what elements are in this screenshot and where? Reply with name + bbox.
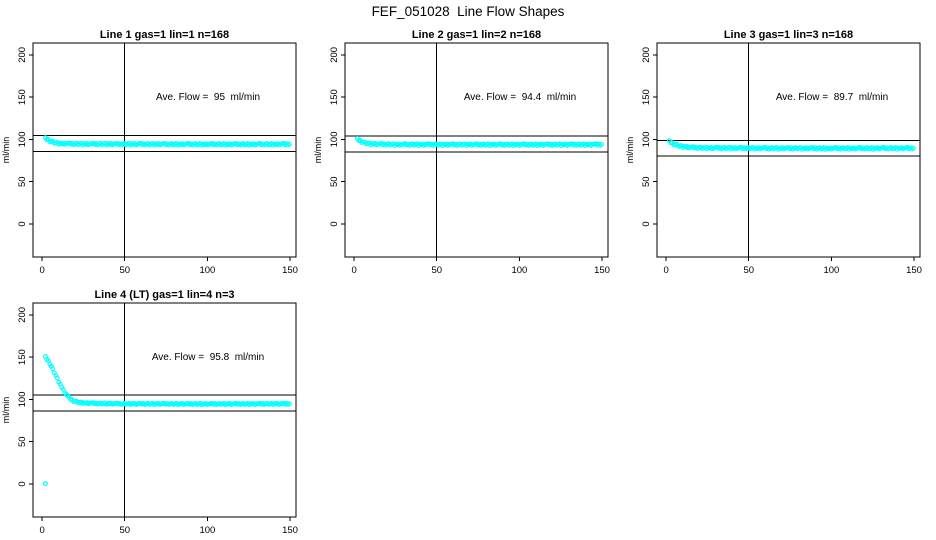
outlier-point	[42, 481, 48, 487]
y-tick-label: 100	[17, 391, 28, 407]
x-tick-label: 0	[663, 265, 668, 276]
x-tick-label: 150	[282, 265, 298, 276]
y-tick-label: 200	[641, 47, 652, 63]
x-tick-label: 100	[823, 265, 839, 276]
subplot-line-4-canvas: 0 50 100 150 0 50 100 150 200 Line 4 (LT) gas=1 l…	[1, 289, 298, 536]
subplot-title: Line 2 gas=1 lin=2 n=168	[412, 29, 541, 41]
y-tick-label: 50	[641, 176, 652, 187]
panel-border	[344, 42, 609, 258]
subplot-title: Line 4 (LT) gas=1 lin=4 n=3	[94, 289, 234, 301]
y-tick-label: 0	[17, 221, 28, 226]
x-tick-label: 150	[906, 265, 922, 276]
y-tick-label: 150	[17, 349, 28, 365]
subplot-line-3: 0 50 100 150 0 50 100 150 200 Line 3 gas=1 lin=3 …	[624, 28, 936, 280]
x-tick-label: 50	[119, 525, 130, 536]
x-tick-label: 0	[39, 265, 44, 276]
x-tick-label: 150	[594, 265, 610, 276]
y-tick-label: 100	[641, 131, 652, 147]
y-axis-label: ml/min	[1, 137, 11, 164]
subplot-title: Line 3 gas=1 lin=3 n=168	[724, 29, 853, 41]
data-points	[42, 353, 292, 487]
x-tick-label: 50	[743, 265, 754, 276]
y-tick-label: 0	[641, 221, 652, 226]
y-tick-label: 50	[329, 176, 340, 187]
ave-flow-annotation: Ave. Flow = 95.8 ml/min	[152, 352, 264, 363]
y-tick-label: 200	[329, 47, 340, 63]
y-tick-label: 0	[17, 481, 28, 486]
subplot-line-2: 0 50 100 150 0 50 100 150 200 Line 2 gas=1 lin=2 …	[312, 28, 624, 280]
x-tick-label: 50	[119, 265, 130, 276]
x-tick-label: 0	[39, 525, 44, 536]
y-tick-label: 150	[329, 89, 340, 105]
data-points	[42, 135, 292, 148]
ave-flow-annotation: Ave. Flow = 95 ml/min	[156, 92, 260, 103]
y-tick-label: 150	[641, 89, 652, 105]
subplot-line-3-canvas: 0 50 100 150 0 50 100 150 200 Line 3 gas=1 lin=3 …	[625, 29, 922, 276]
y-axis-label: ml/min	[313, 137, 323, 164]
y-tick-label: 150	[17, 89, 28, 105]
y-tick-label: 200	[17, 47, 28, 63]
subplot-line-1: 0 50 100 150 0 50 100 150 200 Line 1 gas=1 lin=1 …	[0, 28, 312, 280]
y-axis-label: ml/min	[1, 397, 11, 424]
subplot-line-4: 0 50 100 150 0 50 100 150 200 Line 4 (LT) gas=1 l…	[0, 288, 312, 540]
subplot-title: Line 1 gas=1 lin=1 n=168	[100, 29, 229, 41]
ave-flow-annotation: Ave. Flow = 89.7 ml/min	[776, 92, 888, 103]
y-tick-label: 0	[329, 221, 340, 226]
page-title: FEF_051028 Line Flow Shapes	[371, 4, 565, 19]
data-points	[354, 136, 604, 149]
subplot-line-1-canvas: 0 50 100 150 0 50 100 150 200 Line 1 gas=1 lin=1 …	[1, 29, 298, 276]
y-tick-label: 100	[17, 131, 28, 147]
data-points	[666, 138, 916, 152]
y-tick-label: 50	[17, 176, 28, 187]
x-tick-label: 100	[199, 525, 215, 536]
x-tick-label: 0	[351, 265, 356, 276]
panel-border	[32, 302, 297, 518]
y-axis-label: ml/min	[625, 137, 635, 164]
y-tick-label: 100	[329, 131, 340, 147]
y-tick-label: 50	[17, 436, 28, 447]
y-tick-label: 200	[17, 307, 28, 323]
panel-border	[656, 42, 921, 258]
x-tick-label: 150	[282, 525, 298, 536]
x-tick-label: 100	[511, 265, 527, 276]
x-tick-label: 100	[199, 265, 215, 276]
subplot-line-2-canvas: 0 50 100 150 0 50 100 150 200 Line 2 gas=1 lin=2 …	[313, 29, 610, 276]
panel-border	[32, 42, 297, 258]
ave-flow-annotation: Ave. Flow = 94.4 ml/min	[464, 92, 576, 103]
x-tick-label: 50	[431, 265, 442, 276]
